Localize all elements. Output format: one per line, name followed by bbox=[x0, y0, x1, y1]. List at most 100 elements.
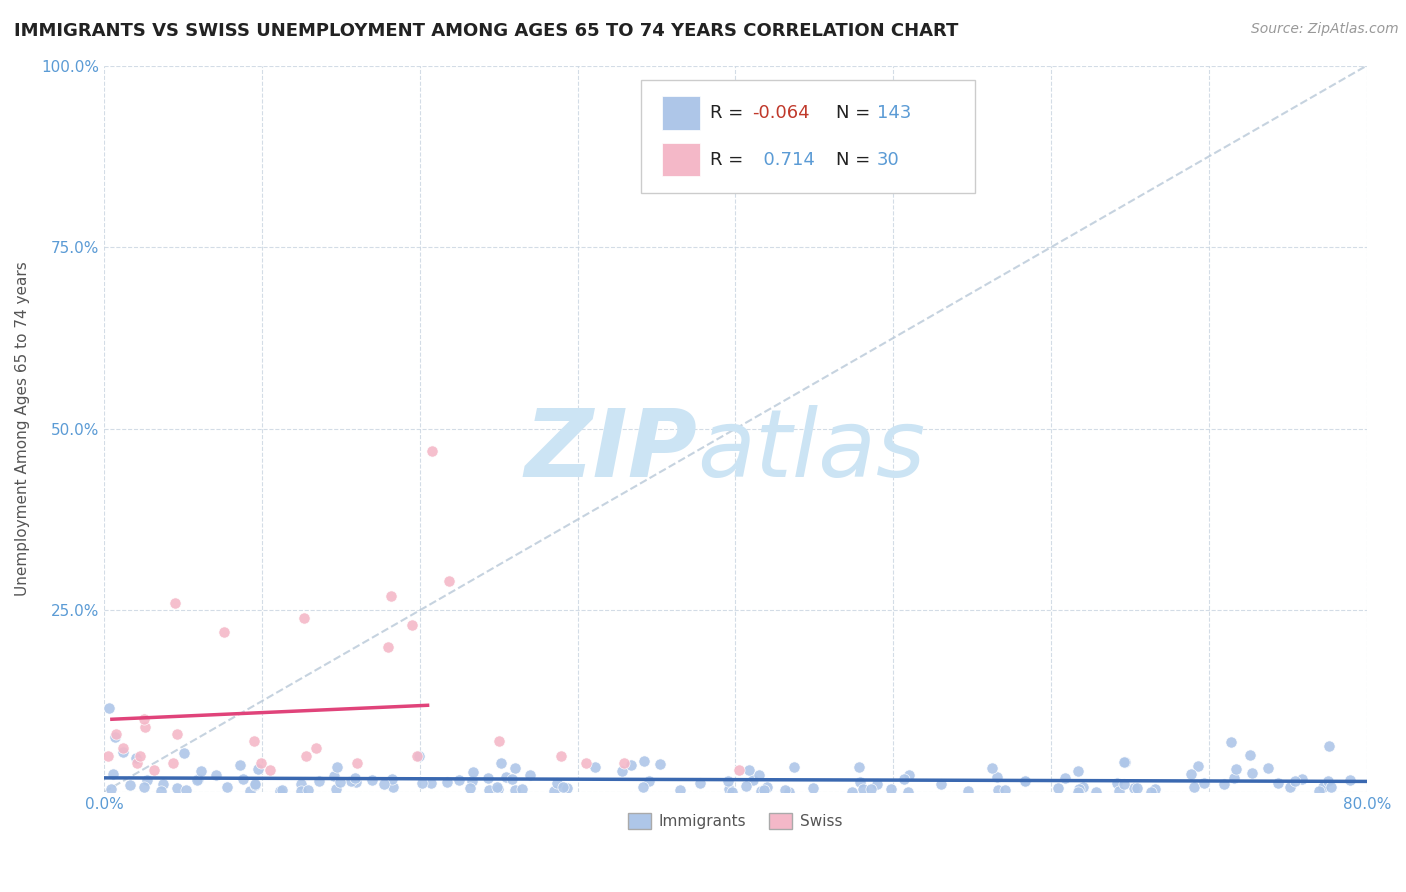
Point bbox=[801, 781, 824, 796]
Point bbox=[553, 780, 575, 795]
Text: atlas: atlas bbox=[697, 405, 925, 496]
Point bbox=[749, 784, 772, 798]
Point bbox=[174, 783, 197, 797]
Point bbox=[1239, 747, 1261, 762]
Point bbox=[716, 773, 738, 788]
Text: -0.064: -0.064 bbox=[752, 104, 810, 122]
Point bbox=[125, 751, 148, 765]
Text: 0.714: 0.714 bbox=[752, 151, 814, 169]
Point bbox=[841, 785, 863, 799]
Point bbox=[648, 756, 671, 771]
Point bbox=[229, 758, 252, 772]
Point bbox=[1069, 782, 1091, 797]
Point bbox=[1213, 777, 1236, 791]
Point bbox=[1225, 762, 1247, 776]
Point bbox=[101, 767, 124, 781]
Point bbox=[325, 782, 347, 797]
Point bbox=[1284, 773, 1306, 788]
Point bbox=[633, 780, 655, 794]
Point bbox=[689, 775, 711, 789]
Point bbox=[1194, 776, 1216, 790]
Point bbox=[1317, 739, 1340, 753]
Point bbox=[1317, 774, 1340, 789]
Point bbox=[239, 784, 262, 798]
Point bbox=[1223, 771, 1246, 785]
Legend: Immigrants, Swiss: Immigrants, Swiss bbox=[623, 807, 849, 835]
Point bbox=[633, 754, 655, 768]
Point bbox=[134, 712, 156, 726]
Point bbox=[613, 756, 636, 770]
Point bbox=[343, 772, 366, 786]
Point bbox=[575, 756, 598, 770]
Point bbox=[269, 784, 291, 798]
Point bbox=[986, 770, 1008, 784]
Point bbox=[738, 763, 761, 777]
Point bbox=[111, 745, 134, 759]
Point bbox=[461, 774, 484, 789]
Point bbox=[957, 783, 980, 797]
Text: N =: N = bbox=[837, 151, 876, 169]
Point bbox=[1182, 780, 1205, 794]
Point bbox=[373, 777, 395, 791]
Point bbox=[1126, 781, 1149, 796]
Point bbox=[852, 782, 875, 797]
Point bbox=[1187, 759, 1209, 773]
Point bbox=[401, 618, 423, 632]
Point bbox=[100, 782, 122, 797]
Point bbox=[152, 777, 174, 791]
Point bbox=[755, 780, 778, 794]
Text: R =: R = bbox=[710, 104, 749, 122]
Point bbox=[546, 776, 568, 790]
Point bbox=[380, 589, 402, 603]
Point bbox=[1112, 777, 1135, 791]
Point bbox=[105, 727, 128, 741]
Point bbox=[501, 772, 523, 786]
FancyBboxPatch shape bbox=[641, 80, 976, 193]
Point bbox=[381, 772, 404, 786]
Point bbox=[555, 780, 578, 795]
Point bbox=[486, 781, 509, 796]
Point bbox=[1105, 776, 1128, 790]
Point bbox=[1279, 780, 1302, 795]
Y-axis label: Unemployment Among Ages 65 to 74 years: Unemployment Among Ages 65 to 74 years bbox=[15, 261, 30, 596]
Point bbox=[550, 748, 572, 763]
Point bbox=[1291, 772, 1313, 787]
Bar bbox=[662, 143, 700, 177]
Point bbox=[243, 778, 266, 792]
Point bbox=[638, 774, 661, 789]
Point bbox=[612, 764, 634, 778]
Point bbox=[118, 778, 141, 792]
Point bbox=[1257, 761, 1279, 775]
Point bbox=[436, 774, 458, 789]
Point bbox=[495, 770, 517, 784]
Point bbox=[150, 784, 173, 798]
Point bbox=[987, 783, 1010, 797]
Point bbox=[1067, 764, 1090, 779]
Point bbox=[217, 780, 239, 795]
Bar bbox=[662, 96, 700, 130]
Point bbox=[290, 784, 312, 798]
Point bbox=[204, 768, 226, 782]
Point bbox=[420, 443, 443, 458]
Point bbox=[503, 761, 526, 775]
Point bbox=[166, 727, 188, 741]
Point bbox=[1122, 780, 1144, 795]
Point bbox=[742, 772, 765, 787]
Text: 30: 30 bbox=[877, 151, 900, 169]
Point bbox=[458, 780, 481, 795]
Point bbox=[489, 756, 512, 771]
Point bbox=[165, 596, 187, 610]
Point bbox=[104, 731, 127, 745]
Point bbox=[1267, 776, 1289, 790]
Point bbox=[142, 763, 165, 777]
Point bbox=[162, 756, 184, 770]
Text: ZIP: ZIP bbox=[524, 405, 697, 497]
Point bbox=[132, 780, 155, 794]
Point bbox=[290, 777, 312, 791]
Point bbox=[344, 775, 367, 789]
Point bbox=[1108, 784, 1130, 798]
Point bbox=[419, 776, 441, 790]
Point bbox=[187, 772, 209, 786]
Point bbox=[447, 773, 470, 788]
Point bbox=[129, 748, 152, 763]
